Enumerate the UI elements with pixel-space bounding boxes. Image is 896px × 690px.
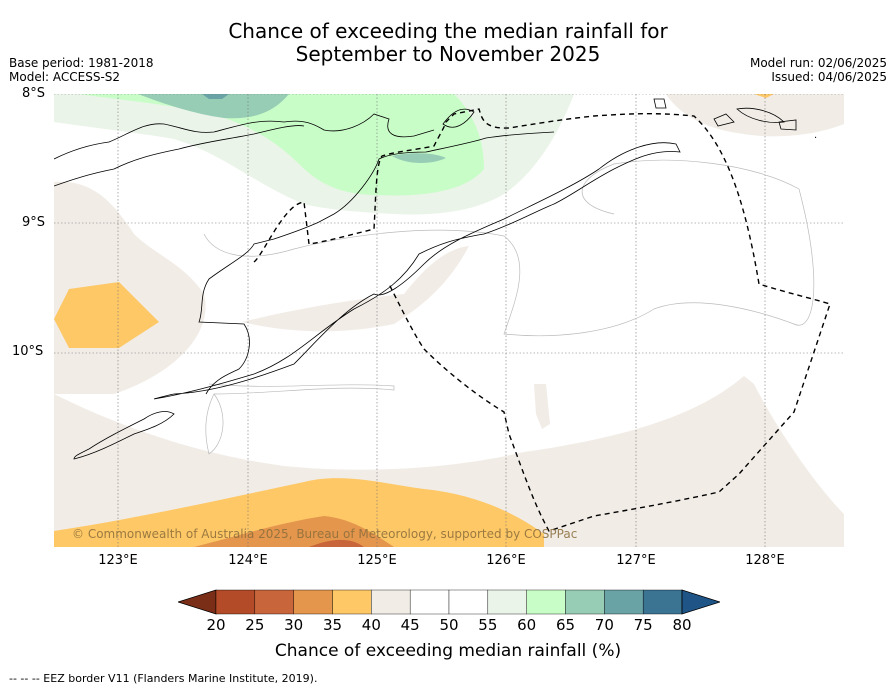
colorbar-tick-20: 20 <box>206 616 226 634</box>
band-35-40-ne <box>754 94 774 98</box>
lon-label-123e: 123°E <box>98 553 138 568</box>
colorbar-tick-50: 50 <box>439 616 459 634</box>
lon-label-128e: 128°E <box>745 553 785 568</box>
flores-south <box>54 125 305 187</box>
band-65-70-small <box>392 153 446 163</box>
band-25-30 <box>309 539 364 547</box>
band-40-45-central <box>242 246 469 332</box>
lon-label-124e: 124°E <box>228 553 268 568</box>
title-line-1: Chance of exceeding the median rainfall … <box>228 19 668 43</box>
colorbar-swatch-35-40 <box>332 589 372 615</box>
colorbar-swatch-70-75 <box>604 589 644 615</box>
colorbar-tick-30: 30 <box>284 616 304 634</box>
colorbar-extend-high <box>681 589 720 615</box>
lat-label-8s: 8°S <box>22 86 46 101</box>
colorbar-swatch-25-30 <box>254 589 294 615</box>
colorbar-tick-35: 35 <box>322 616 343 634</box>
colorbar-swatch-65-70 <box>565 589 605 615</box>
eez-footnote: -- -- -- EEZ border V11 (Flanders Marine… <box>9 672 318 685</box>
flores-coast <box>54 113 435 160</box>
colorbar-swatch-30-35 <box>293 589 333 615</box>
band-30-35 <box>194 516 394 547</box>
colorbar-label: Chance of exceeding median rainfall (%) <box>274 641 622 661</box>
band-35-40-south <box>54 478 544 547</box>
sumba-west <box>73 411 175 460</box>
map-title: Chance of exceeding the median rainfall … <box>0 20 896 66</box>
lon-label-125e: 125°E <box>357 553 397 568</box>
colorbar-swatch-50-55 <box>448 589 489 615</box>
colorbar-swatch-45-50 <box>409 589 450 615</box>
colorbar-swatch-75-80 <box>642 589 683 615</box>
colorbar-swatch-20-25 <box>215 589 256 615</box>
lon-label-126e: 126°E <box>486 553 526 568</box>
band-40-45-island <box>534 384 550 429</box>
alor-island <box>442 108 475 128</box>
lat-label-10s: 10°S <box>12 344 44 359</box>
colorbar-swatch-55-60 <box>487 589 527 615</box>
colorbar-tick-45: 45 <box>400 616 420 634</box>
timor-north <box>198 131 555 395</box>
svg-text:.: . <box>814 130 817 141</box>
colorbar-tick-60: 60 <box>517 616 537 634</box>
contour-lines <box>203 159 815 455</box>
timor-coast <box>153 142 681 400</box>
model-info: Base period: 1981-2018 Model: ACCESS-S2 <box>9 56 154 84</box>
colorbar-swatch-40-45 <box>371 589 411 615</box>
coastlines <box>54 98 797 460</box>
colorbar-tick-70: 70 <box>594 616 614 634</box>
band-60-65 <box>79 94 484 196</box>
colorbar-tick-55: 55 <box>478 616 498 634</box>
colorbar <box>178 589 720 615</box>
colorbar-swatch-60-65 <box>526 589 566 615</box>
copyright-notice: © Commonwealth of Australia 2025, Bureau… <box>72 527 578 541</box>
rainfall-map: . <box>54 94 844 547</box>
lon-label-127e: 127°E <box>616 553 656 568</box>
band-70-75 <box>202 94 229 99</box>
model-name: Model: ACCESS-S2 <box>9 70 121 84</box>
colorbar-tick-80: 80 <box>672 616 692 634</box>
colorbar-tick-75: 75 <box>633 616 653 634</box>
colorbar-tick-65: 65 <box>555 616 576 634</box>
band-40-45-ne <box>666 94 844 137</box>
model-run-date: Model run: 02/06/2025 <box>749 56 887 70</box>
band-35-40-west <box>54 282 159 348</box>
lat-label-9s: 9°S <box>22 215 46 230</box>
graticule <box>54 94 844 547</box>
colorbar-tick-25: 25 <box>245 616 265 634</box>
base-period: Base period: 1981-2018 <box>9 56 154 70</box>
issued-date: Issued: 04/06/2025 <box>771 70 887 84</box>
title-line-2: September to November 2025 <box>295 42 601 66</box>
band-65-70 <box>138 94 289 119</box>
run-info: Model run: 02/06/2025 Issued: 04/06/2025 <box>750 56 887 84</box>
colorbar-tick-40: 40 <box>361 616 381 634</box>
small-islands <box>653 98 797 131</box>
colorbar-extend-low <box>178 589 217 615</box>
eez-border <box>253 108 831 532</box>
